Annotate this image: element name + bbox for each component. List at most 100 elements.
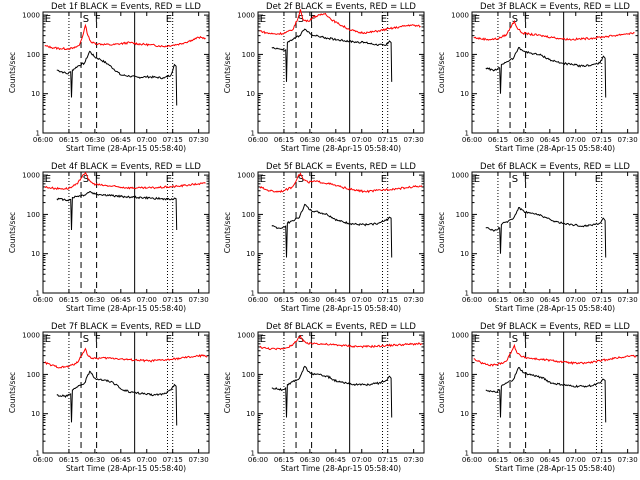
x-axis-label: Start Time (28-Apr-15 05:58:40) bbox=[495, 144, 615, 153]
phase-marker-e: E bbox=[595, 334, 601, 345]
x-tick-label: 06:45 bbox=[111, 296, 131, 304]
x-tick-label: 07:30 bbox=[618, 296, 638, 304]
events-series-line bbox=[56, 370, 178, 426]
phase-marker-f: F bbox=[310, 14, 316, 25]
x-tick-label: 07:00 bbox=[352, 456, 372, 464]
y-tick-label: 1000 bbox=[22, 12, 40, 20]
panel-title: Det 3f BLACK = Events, RED = LLD bbox=[480, 2, 630, 12]
phase-marker-s: S bbox=[298, 174, 304, 185]
y-tick-label: 10 bbox=[460, 410, 469, 418]
events-series-line bbox=[485, 206, 607, 258]
y-tick-label: 100 bbox=[242, 371, 255, 379]
events-series-line bbox=[485, 366, 607, 423]
x-tick-label: 07:00 bbox=[352, 136, 372, 144]
panel-title: Det 9f BLACK = Events, RED = LLD bbox=[480, 322, 630, 332]
y-tick-label: 10 bbox=[246, 90, 255, 98]
x-tick-label: 06:30 bbox=[514, 456, 534, 464]
lld-series-line bbox=[473, 19, 635, 42]
x-tick-label: 06:15 bbox=[274, 456, 294, 464]
phase-marker-e: E bbox=[45, 334, 51, 345]
y-tick-label: 1000 bbox=[22, 172, 40, 180]
x-tick-label: 06:30 bbox=[85, 136, 105, 144]
x-tick-label: 07:15 bbox=[378, 136, 398, 144]
y-tick-label: 1 bbox=[251, 130, 255, 138]
lld-series-line bbox=[259, 9, 421, 36]
phase-marker-f: F bbox=[95, 334, 101, 345]
plot-frame bbox=[471, 11, 639, 134]
events-series-line bbox=[56, 50, 178, 106]
y-tick-label: 1000 bbox=[451, 12, 469, 20]
x-tick-label: 07:00 bbox=[566, 296, 586, 304]
y-tick-label: 1 bbox=[36, 130, 40, 138]
panel-title: Det 5f BLACK = Events, RED = LLD bbox=[266, 162, 416, 172]
phase-marker-s: S bbox=[298, 334, 304, 345]
events-series-line bbox=[271, 365, 393, 418]
x-tick-label: 06:15 bbox=[488, 456, 508, 464]
phase-marker-f: F bbox=[95, 14, 101, 25]
x-tick-label: 06:45 bbox=[326, 296, 346, 304]
events-series-line bbox=[271, 28, 393, 82]
y-tick-label: 1 bbox=[251, 450, 255, 458]
phase-marker-e: E bbox=[260, 174, 266, 185]
y-tick-label: 100 bbox=[27, 211, 40, 219]
y-tick-label: 10 bbox=[246, 410, 255, 418]
x-axis-label: Start Time (28-Apr-15 05:58:40) bbox=[495, 304, 615, 313]
x-tick-label: 07:00 bbox=[137, 296, 157, 304]
phase-marker-e: E bbox=[166, 334, 172, 345]
lld-series-line bbox=[44, 171, 206, 191]
x-tick-label: 06:00 bbox=[33, 136, 53, 144]
plot-frame bbox=[42, 11, 210, 134]
phase-marker-e: E bbox=[381, 174, 387, 185]
x-tick-label: 06:30 bbox=[85, 456, 105, 464]
phase-marker-s: S bbox=[83, 14, 89, 25]
x-tick-label: 07:30 bbox=[618, 136, 638, 144]
y-axis-label: Counts/sec bbox=[437, 52, 446, 93]
x-tick-label: 06:45 bbox=[540, 136, 560, 144]
x-tick-label: 06:45 bbox=[540, 296, 560, 304]
y-axis-label: Counts/sec bbox=[437, 212, 446, 253]
y-axis-label: Counts/sec bbox=[437, 372, 446, 413]
x-tick-label: 06:00 bbox=[462, 296, 482, 304]
x-tick-label: 06:15 bbox=[274, 296, 294, 304]
y-tick-label: 1 bbox=[465, 290, 469, 298]
y-tick-label: 1000 bbox=[237, 332, 255, 340]
phase-marker-e: E bbox=[45, 14, 51, 25]
lld-series-line bbox=[259, 172, 423, 194]
x-tick-label: 06:30 bbox=[300, 296, 320, 304]
x-tick-label: 07:15 bbox=[163, 136, 183, 144]
x-tick-label: 06:45 bbox=[326, 456, 346, 464]
lld-series-line bbox=[44, 23, 206, 51]
x-axis-label: Start Time (28-Apr-15 05:58:40) bbox=[281, 304, 401, 313]
y-tick-label: 1000 bbox=[451, 332, 469, 340]
x-tick-label: 07:00 bbox=[352, 296, 372, 304]
x-tick-label: 07:30 bbox=[189, 456, 209, 464]
y-axis-label: Counts/sec bbox=[8, 52, 17, 93]
x-tick-label: 07:00 bbox=[137, 136, 157, 144]
x-tick-label: 06:30 bbox=[300, 456, 320, 464]
y-axis-label: Counts/sec bbox=[223, 52, 232, 93]
x-tick-label: 07:00 bbox=[137, 456, 157, 464]
y-tick-label: 1000 bbox=[237, 172, 255, 180]
y-tick-label: 100 bbox=[456, 371, 469, 379]
y-tick-label: 1 bbox=[36, 290, 40, 298]
panel-title: Det 1f BLACK = Events, RED = LLD bbox=[51, 2, 201, 12]
phase-marker-e: E bbox=[260, 334, 266, 345]
phase-marker-f: F bbox=[310, 174, 316, 185]
events-series-line bbox=[271, 203, 393, 258]
y-tick-label: 1 bbox=[251, 290, 255, 298]
phase-marker-s: S bbox=[512, 174, 518, 185]
phase-marker-e: E bbox=[260, 14, 266, 25]
phase-marker-e: E bbox=[45, 174, 51, 185]
x-tick-label: 07:15 bbox=[378, 296, 398, 304]
x-tick-label: 06:00 bbox=[248, 456, 268, 464]
x-tick-label: 06:15 bbox=[488, 296, 508, 304]
x-tick-label: 06:30 bbox=[85, 296, 105, 304]
